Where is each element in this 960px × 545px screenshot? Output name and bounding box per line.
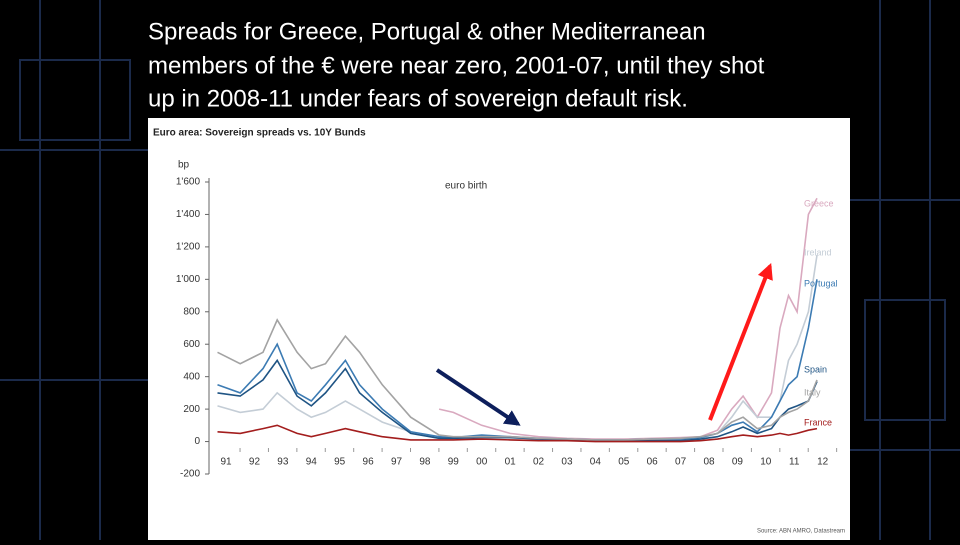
y-tick-label: 1'400 [176,209,201,220]
x-tick-label: 07 [675,457,687,468]
series-label: Greece [804,198,834,208]
x-tick-label: 08 [703,457,715,468]
x-tick-label: 99 [448,457,460,468]
x-tick-label: 93 [277,457,289,468]
x-tick-label: 10 [760,457,772,468]
x-tick-label: 00 [476,457,488,468]
slide-title: up in 2008-11 under fears of sovereign d… [148,85,688,112]
red-arrow [708,263,773,421]
slide-title: Spreads for Greece, Portugal & other Med… [148,18,706,45]
series-label: Italy [804,387,821,397]
y-tick-label: 1'200 [176,242,201,253]
y-tick-label: 600 [183,339,200,350]
y-tick-label: 400 [183,371,200,382]
x-tick-label: 91 [220,457,232,468]
series-label: Ireland [804,247,832,257]
chart-panel [148,118,850,540]
x-tick-label: 09 [732,457,744,468]
series-label: France [804,417,832,427]
x-tick-label: 96 [363,457,375,468]
series-line [217,424,818,443]
x-tick-label: 03 [561,457,573,468]
x-tick-label: 95 [334,457,346,468]
x-tick-label: 98 [419,457,431,468]
x-tick-label: 94 [306,457,318,468]
y-tick-label: 0 [194,436,200,447]
x-tick-label: 04 [590,457,602,468]
x-tick-label: 92 [249,457,261,468]
x-tick-label: 05 [618,457,630,468]
x-tick-label: 97 [391,457,403,468]
annotation: euro birth [445,181,487,192]
source: Source: ABN AMRO, Datastream [757,529,845,535]
x-tick-label: 06 [647,457,659,468]
y-axis-label: bp [178,160,190,171]
plot: 1'600 1'400 1'200 1'000 800 600 400 200 0 -200 91 9… [176,177,838,480]
series-label: Spain [804,364,827,374]
y-tick-label: 200 [183,404,200,415]
x-tick-label: 02 [533,457,545,468]
x-tick-label: 12 [817,457,829,468]
chart-title: Euro area: Sovereign spreads vs. 10Y Bun… [153,128,366,139]
series-label: Portugal [804,278,838,288]
blue-arrow [435,368,521,426]
series-line [217,318,818,441]
y-tick-label: 1'000 [176,274,201,285]
x-tick-label: 11 [789,457,800,468]
x-tick-label: 01 [505,457,517,468]
y-tick-label: 800 [183,306,200,317]
y-tick-label: 1'600 [176,177,201,188]
slide-title: members of the € were near zero, 2001-07… [148,52,765,79]
y-tick-label: -200 [180,469,200,480]
